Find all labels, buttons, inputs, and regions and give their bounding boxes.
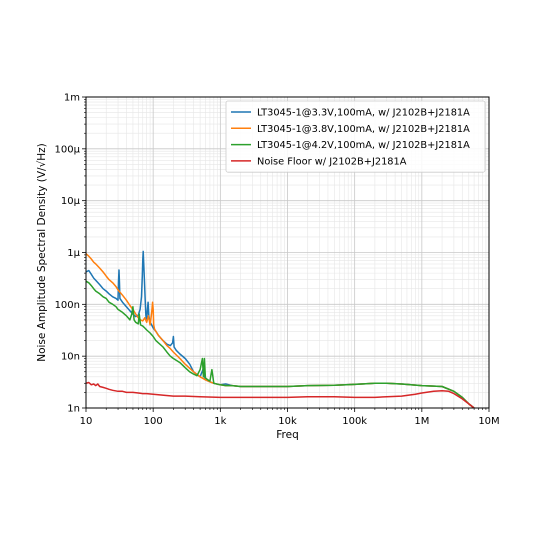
y-tick-label: 1n [67, 404, 80, 415]
y-tick-label: 10µ [61, 196, 81, 207]
y-tick-label: 10n [61, 352, 80, 363]
legend-entry: LT3045-1@3.8V,100mA, w/ J2102B+J2181A [257, 124, 470, 135]
x-axis-label: Freq [276, 429, 299, 441]
legend-entry: Noise Floor w/ J2102B+J2181A [257, 156, 407, 167]
series-layer [86, 250, 475, 408]
axis-layer: 10 100 1k 10k 100k 1M 10M 1n 10n 100n 1µ 10µ 100µ 1m [55, 93, 500, 428]
x-tick-label: 1M [414, 416, 429, 427]
legend-box [225, 100, 486, 173]
legend: LT3045-1@3.3V,100mA, w/ J2102B+J2181A LT3… [225, 100, 486, 173]
legend-entry: LT3045-1@3.3V,100mA, w/ J2102B+J2181A [257, 108, 470, 119]
legend-entry: LT3045-1@4.2V,100mA, w/ J2102B+J2181A [257, 140, 470, 151]
x-tick-label: 1k [214, 416, 226, 427]
series-line-3 [86, 280, 475, 408]
x-tick-label: 10M [478, 416, 499, 427]
x-tick-label: 10 [80, 416, 93, 427]
y-tick-label: 1µ [67, 248, 80, 259]
y-tick-label: 1m [64, 93, 80, 104]
y-tick-label: 100µ [55, 144, 81, 155]
y-axis-label: Noise Amplitude Spectral Density (V/√Hz) [36, 143, 48, 362]
series-line-4 [86, 381, 475, 408]
x-tick-label: 10k [278, 416, 297, 427]
y-tick-label: 100n [55, 300, 80, 311]
x-tick-label: 100 [144, 416, 163, 427]
x-tick-label: 100k [342, 416, 367, 427]
